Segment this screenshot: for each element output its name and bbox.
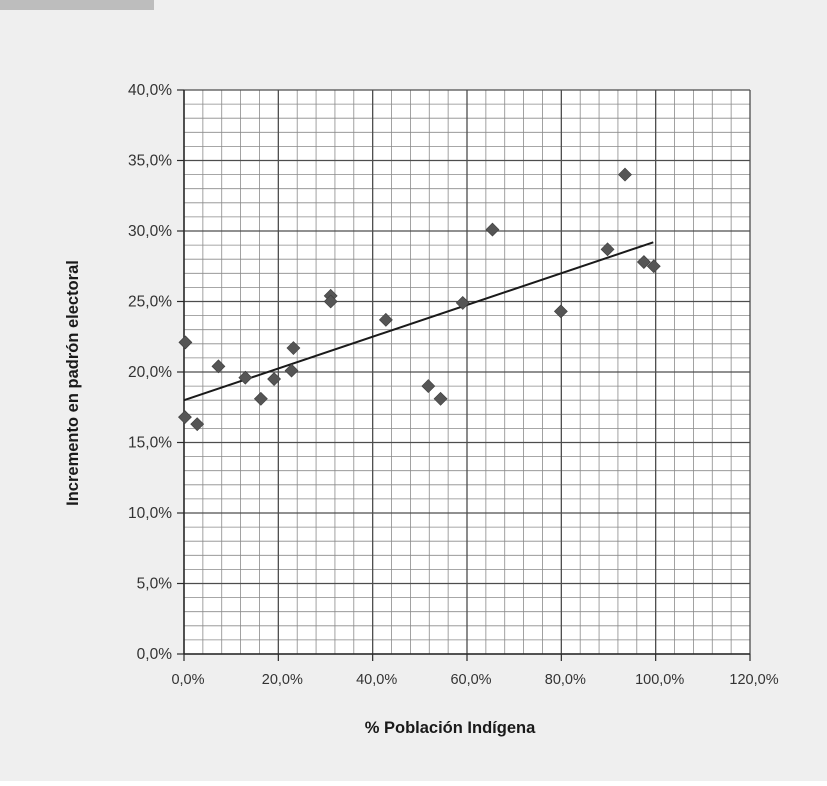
y-tick-label: 25,0% bbox=[128, 294, 172, 311]
corner-tab bbox=[0, 0, 154, 10]
data-point bbox=[178, 335, 193, 350]
scatter-chart: 0,0% 20,0% 40,0% 60,0% 80,0% 100,0% 120,0% 0,0… bbox=[64, 82, 779, 737]
x-tick-label: 20,0% bbox=[262, 672, 303, 688]
data-point bbox=[618, 167, 632, 182]
data-point bbox=[455, 295, 470, 310]
y-tick-label: 10,0% bbox=[128, 505, 172, 522]
y-axis-title: Incremento en padrón electoral bbox=[64, 260, 82, 506]
x-axis-title: % Población Indígena bbox=[365, 719, 536, 737]
axes bbox=[177, 89, 751, 661]
data-point bbox=[600, 242, 615, 257]
y-tick-label: 0,0% bbox=[137, 646, 173, 663]
data-point bbox=[433, 391, 448, 406]
data-point bbox=[421, 379, 436, 394]
x-tick-label: 40,0% bbox=[356, 672, 397, 688]
data-point bbox=[178, 410, 192, 425]
y-tick-label: 15,0% bbox=[128, 435, 172, 452]
x-tick-label: 0,0% bbox=[171, 672, 204, 688]
data-point bbox=[284, 363, 299, 378]
data-point bbox=[253, 391, 268, 406]
points-layer bbox=[178, 167, 661, 432]
grid-major bbox=[183, 89, 751, 655]
x-tick-label: 120,0% bbox=[729, 672, 778, 688]
data-point bbox=[238, 370, 253, 385]
chart-card: 0,0% 20,0% 40,0% 60,0% 80,0% 100,0% 120,0% 0,0… bbox=[0, 10, 827, 781]
x-tick-label: 100,0% bbox=[635, 672, 684, 688]
data-point bbox=[211, 359, 226, 374]
y-tick-label: 5,0% bbox=[137, 576, 173, 593]
data-point bbox=[646, 259, 661, 274]
x-tick-labels: 0,0% 20,0% 40,0% 60,0% 80,0% 100,0% 120,0% bbox=[171, 672, 778, 688]
data-point bbox=[267, 372, 282, 386]
x-tick-label: 60,0% bbox=[450, 672, 491, 688]
y-tick-label: 40,0% bbox=[128, 82, 172, 99]
data-point bbox=[553, 304, 568, 319]
y-tick-labels: 0,0% 5,0% 10,0% 15,0% 20,0% 25,0% 30,0% 35,0% 40… bbox=[128, 82, 172, 663]
y-tick-label: 30,0% bbox=[128, 223, 172, 240]
trendline bbox=[183, 241, 654, 402]
trendline-layer bbox=[183, 241, 654, 402]
y-tick-label: 20,0% bbox=[128, 364, 172, 381]
y-tick-label: 35,0% bbox=[128, 153, 172, 170]
x-tick-label: 80,0% bbox=[545, 672, 586, 688]
data-point bbox=[190, 417, 205, 432]
data-point bbox=[636, 255, 651, 269]
data-point bbox=[323, 294, 338, 309]
data-point bbox=[378, 312, 393, 327]
data-point bbox=[286, 341, 301, 355]
data-point bbox=[485, 222, 500, 237]
